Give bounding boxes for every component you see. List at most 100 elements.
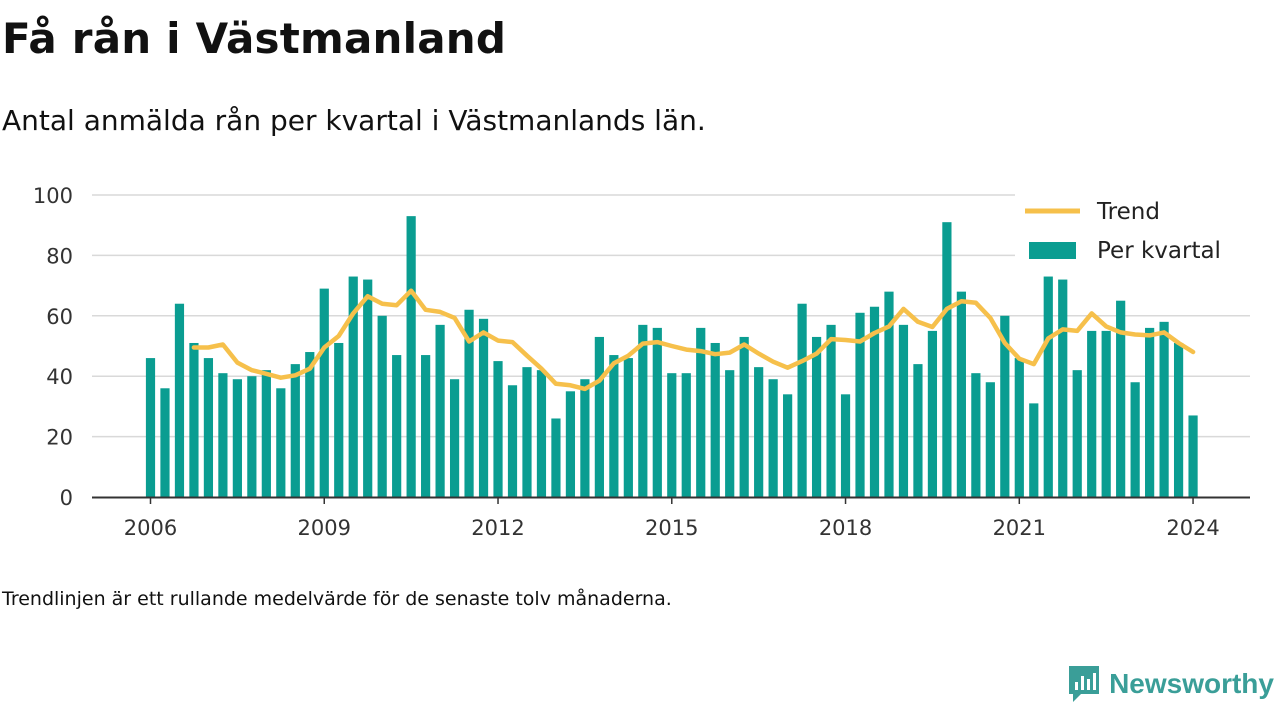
bar: [536, 370, 547, 497]
bar: [348, 276, 358, 497]
bar: [1000, 315, 1010, 497]
y-tick-label: 100: [33, 184, 73, 208]
y-tick-label: 60: [46, 305, 73, 329]
bar: [145, 358, 156, 497]
bar-line-chart: 0 20 40 60 80 100 2006 2009 2012 2015 2018 2021 2024…: [33, 184, 1250, 540]
bar: [1058, 279, 1068, 497]
y-tick-label: 40: [46, 365, 73, 389]
x-tick-label: 2012: [471, 516, 524, 540]
bar: [449, 379, 460, 497]
bar: [377, 315, 387, 497]
y-tick-label: 20: [46, 426, 73, 450]
bar: [811, 336, 822, 497]
bar: [363, 279, 373, 497]
bar: [638, 324, 648, 497]
bar: [1130, 382, 1140, 497]
bar: [1043, 276, 1053, 497]
bar: [218, 373, 228, 497]
bar: [1145, 327, 1155, 497]
bar: [580, 379, 590, 497]
chart-subtitle: Antal anmälda rån per kvartal i Västmanl…: [2, 104, 706, 137]
bar: [594, 336, 604, 497]
y-tick-label: 80: [46, 244, 73, 268]
bar: [725, 370, 735, 497]
y-tick-label: 0: [60, 486, 73, 510]
bar: [1014, 358, 1024, 497]
bar: [1072, 370, 1082, 497]
chart-title: Få rån i Västmanland: [2, 14, 507, 63]
bar: [623, 358, 633, 497]
trend-line: [191, 288, 1196, 392]
bar: [956, 291, 966, 497]
bar: [261, 370, 271, 497]
x-tick-label: 2015: [645, 516, 698, 540]
bar: [739, 336, 749, 497]
bar: [942, 222, 952, 497]
bar: [1087, 330, 1097, 497]
bar: [319, 288, 329, 497]
bar: [160, 388, 170, 497]
bar: [898, 324, 909, 497]
bar: [754, 367, 764, 497]
footnote: Trendlinjen är ett rullande medelvärde f…: [2, 588, 672, 610]
bar: [464, 309, 474, 497]
bar: [667, 373, 677, 497]
bar: [855, 312, 865, 497]
bar: [609, 355, 619, 497]
bar: [174, 303, 185, 497]
bar: [652, 327, 662, 497]
bar: [406, 216, 416, 497]
brand-name: Newsworthy: [1109, 668, 1274, 699]
bar: [290, 364, 300, 497]
bar: [1173, 342, 1184, 497]
newsworthy-logo-icon: [1069, 666, 1100, 702]
bar: [884, 291, 894, 497]
trend-series: [191, 288, 1196, 392]
bar: [985, 382, 995, 497]
bar: [783, 394, 793, 497]
chart-area: 0 20 40 60 80 100 2006 2009 2012 2015 2018 2021 2024…: [0, 170, 1280, 550]
bar: [971, 373, 981, 497]
bar: [276, 388, 286, 497]
bar: [1101, 330, 1111, 497]
bar: [927, 330, 938, 497]
axes: 0 20 40 60 80 100 2006 2009 2012 2015 2018 2021 2024: [33, 184, 1250, 540]
x-tick-label: 2018: [819, 516, 872, 540]
bar: [493, 361, 503, 497]
bar: [681, 373, 691, 497]
legend-trend-label: Trend: [1096, 199, 1160, 225]
bar: [840, 394, 851, 497]
bar: [189, 342, 199, 497]
bar: [710, 342, 720, 497]
bar: [507, 385, 518, 497]
bar: [334, 342, 344, 497]
bar: [522, 367, 532, 497]
bar: [1029, 403, 1039, 497]
bar: [203, 358, 214, 497]
bar: [913, 364, 923, 497]
x-tick-label: 2021: [993, 516, 1046, 540]
bar: [478, 318, 489, 497]
bar: [1188, 415, 1198, 497]
brand-logo: Newsworthy: [1067, 664, 1274, 704]
bar: [696, 327, 706, 497]
bar: [768, 379, 778, 497]
bar: [232, 379, 242, 497]
bar: [1159, 321, 1169, 497]
legend: Trend Per kvartal: [1015, 192, 1250, 268]
bar: [797, 303, 807, 497]
x-tick-label: 2009: [298, 516, 351, 540]
x-tick-label: 2024: [1166, 516, 1219, 540]
bar: [392, 355, 402, 497]
legend-bar-label: Per kvartal: [1097, 238, 1221, 264]
bar: [869, 306, 880, 497]
bar: [421, 355, 431, 497]
bars: [145, 216, 1198, 497]
bar: [565, 391, 576, 497]
bar: [305, 352, 315, 497]
bar: [247, 376, 257, 497]
bar: [551, 418, 561, 497]
legend-bar-swatch: [1029, 242, 1076, 259]
x-tick-label: 2006: [124, 516, 177, 540]
bar: [1116, 300, 1126, 497]
